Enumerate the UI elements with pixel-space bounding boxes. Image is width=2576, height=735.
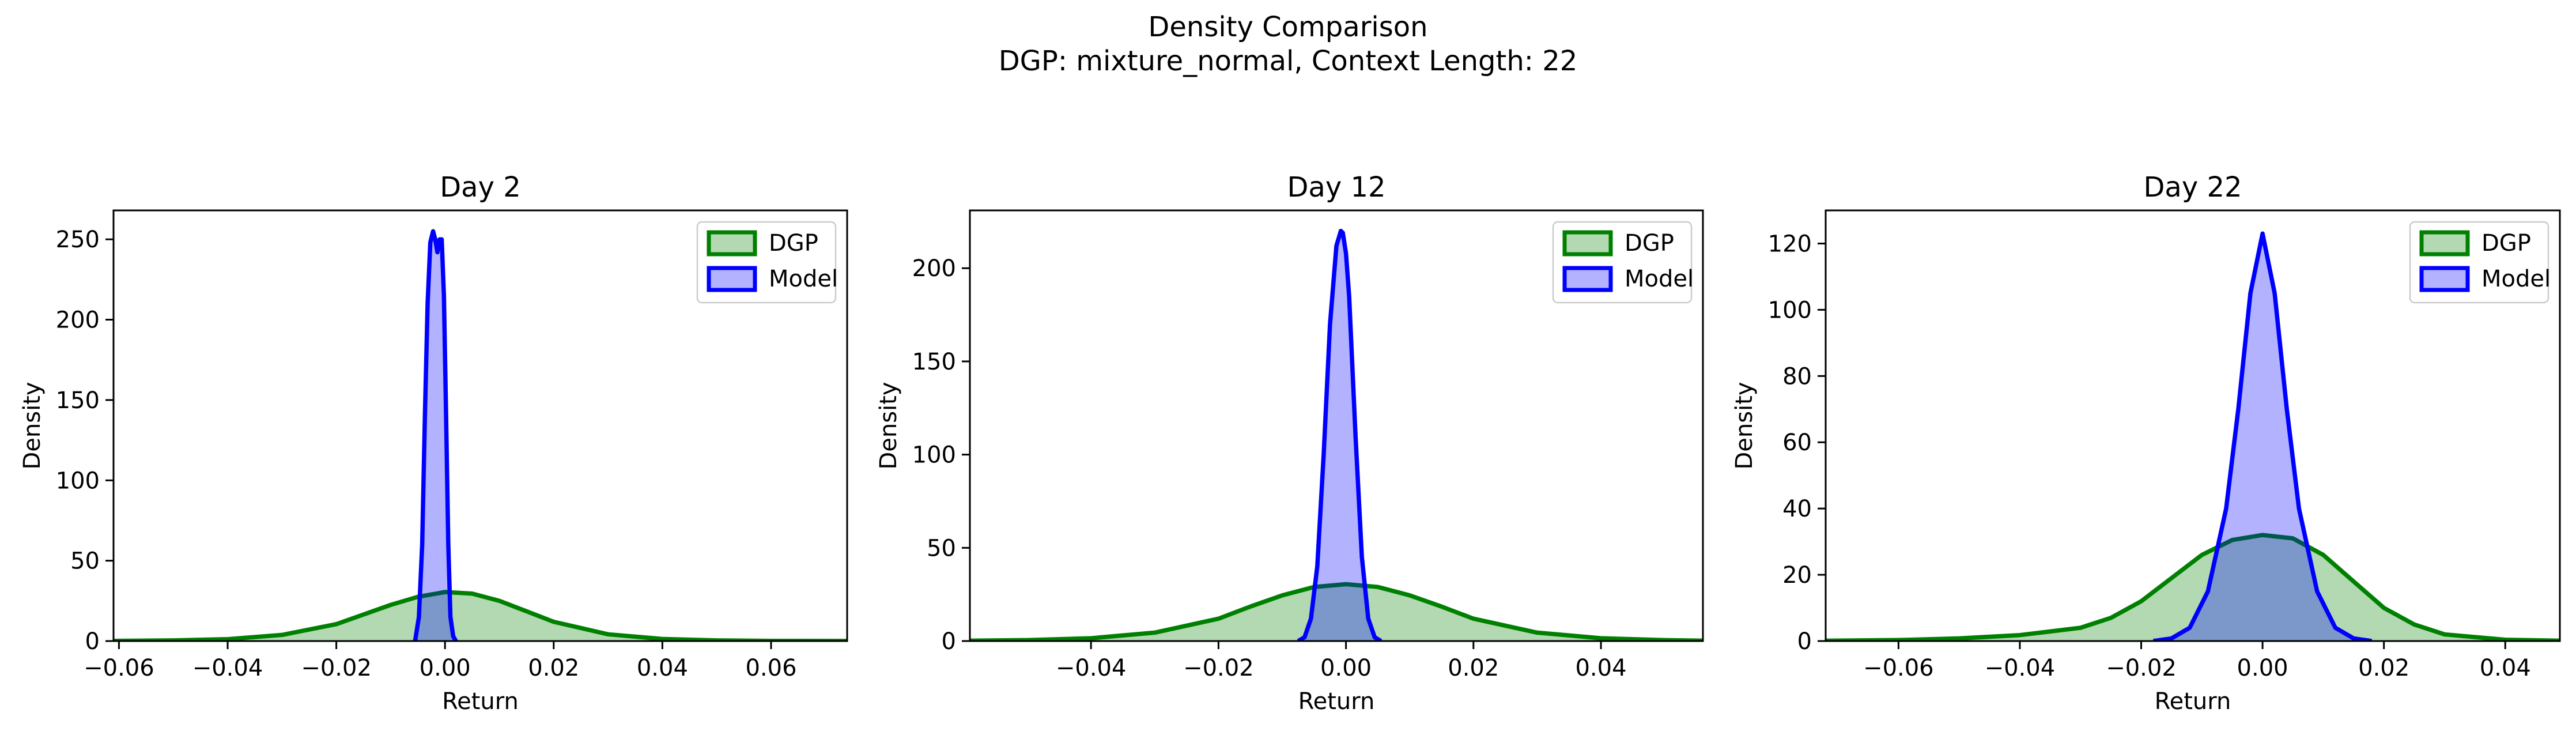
x-tick-label: 0.02	[2358, 655, 2409, 681]
x-axis-label: Return	[2155, 688, 2231, 715]
panel-title: Day 22	[2143, 171, 2242, 203]
x-tick-label: −0.04	[1985, 655, 2056, 681]
y-tick-label: 200	[56, 307, 100, 334]
x-tick-label: −0.02	[301, 655, 372, 681]
legend: DGP Model	[2409, 221, 2551, 304]
chart-panel-2: −0.04 −0.02 0.00 0.02 0.04 0 50 100 150 200 Day 12…	[875, 171, 1704, 715]
series-line-dgp	[114, 590, 847, 641]
x-tick-label: −0.02	[2106, 655, 2177, 681]
x-tick-label: 0.06	[745, 655, 796, 681]
y-axis-label: Density	[1731, 382, 1758, 469]
x-tick-label: 0.04	[1575, 655, 1626, 681]
legend-box	[2409, 221, 2549, 304]
panel-title: Day 12	[1287, 171, 1385, 203]
series-line-dgp	[970, 582, 1703, 641]
series-area-dgp	[1826, 535, 2560, 641]
y-axis-label: Density	[19, 382, 46, 469]
legend-swatch-dgp	[2419, 230, 2470, 257]
x-tick-label: 0.02	[528, 655, 579, 681]
plot-frame	[969, 209, 1704, 642]
legend-label-model: Model	[2481, 266, 2551, 292]
y-axis-label: Density	[875, 382, 902, 469]
series-line-dgp	[1826, 533, 2560, 641]
series-area-dgp	[970, 584, 1703, 641]
plot-frame	[112, 209, 848, 642]
x-tick-label: −0.04	[1056, 655, 1127, 681]
y-tick-label: 150	[912, 349, 956, 375]
y-tick-label: 0	[942, 628, 956, 655]
y-tick-label: 200	[912, 255, 956, 282]
y-tick-label: 100	[912, 442, 956, 469]
legend-label-model: Model	[1625, 266, 1694, 292]
y-tick-label: 50	[70, 548, 100, 575]
legend-box	[696, 221, 837, 304]
x-tick-label: −0.04	[192, 655, 263, 681]
chart-panel-1: −0.06 −0.04 −0.02 0.00 0.02 0.04 0.06 0 50 100 150…	[19, 171, 848, 715]
series-line-model	[413, 229, 458, 641]
series-area-model	[2153, 233, 2372, 641]
x-tick-label: 0.04	[2480, 655, 2531, 681]
legend-swatch-model	[1562, 266, 1613, 292]
series-area-dgp	[114, 592, 847, 641]
figure-title: Density Comparison	[1148, 11, 1427, 43]
legend-swatch-dgp	[707, 230, 757, 257]
legend-label-model: Model	[769, 266, 838, 292]
chart-panel-3: −0.06 −0.04 −0.02 0.00 0.02 0.04 0 20 40 60 80 100 1…	[1731, 171, 2561, 715]
legend: DGP Model	[1552, 221, 1694, 304]
legend-label-dgp: DGP	[1625, 230, 1674, 257]
y-tick-label: 100	[56, 468, 100, 494]
y-tick-label: 60	[1782, 429, 1812, 456]
x-tick-label: −0.02	[1183, 655, 1254, 681]
legend-swatch-dgp	[1562, 230, 1613, 257]
legend: DGP Model	[696, 221, 838, 304]
legend-box	[1552, 221, 1693, 304]
legend-label-dgp: DGP	[769, 230, 818, 257]
x-tick-label: 0.00	[420, 655, 471, 681]
y-tick-label: 20	[1782, 562, 1812, 589]
x-tick-label: 0.04	[637, 655, 688, 681]
series-line-model	[2153, 231, 2373, 641]
panel-title: Day 2	[440, 171, 521, 203]
legend-swatch-model	[707, 266, 757, 292]
y-tick-label: 120	[1768, 231, 1812, 257]
series-line-model	[1297, 228, 1383, 641]
x-tick-label: −0.06	[84, 655, 154, 681]
series-area-model	[415, 231, 456, 641]
y-tick-label: 80	[1782, 363, 1812, 390]
x-tick-label: 0.02	[1448, 655, 1499, 681]
legend-swatch-model	[2419, 266, 2470, 292]
y-tick-label: 40	[1782, 496, 1812, 522]
figure-subtitle: DGP: mixture_normal, Context Length: 22	[999, 45, 1578, 77]
y-tick-label: 50	[927, 535, 956, 561]
y-tick-label: 100	[1768, 297, 1812, 323]
panels: −0.06 −0.04 −0.02 0.00 0.02 0.04 0.06 0 50 100 150…	[19, 171, 2561, 715]
x-axis-label: Return	[1298, 688, 1375, 715]
x-tick-label: 0.00	[2237, 655, 2288, 681]
y-tick-label: 0	[85, 628, 100, 655]
x-tick-label: −0.06	[1863, 655, 1934, 681]
x-axis-label: Return	[442, 688, 519, 715]
x-tick-label: 0.00	[1320, 655, 1372, 681]
legend-label-dgp: DGP	[2481, 230, 2531, 257]
plot-frame	[1825, 209, 2561, 642]
y-tick-label: 150	[56, 387, 100, 414]
y-tick-label: 250	[56, 227, 100, 253]
y-tick-label: 0	[1797, 628, 1812, 655]
